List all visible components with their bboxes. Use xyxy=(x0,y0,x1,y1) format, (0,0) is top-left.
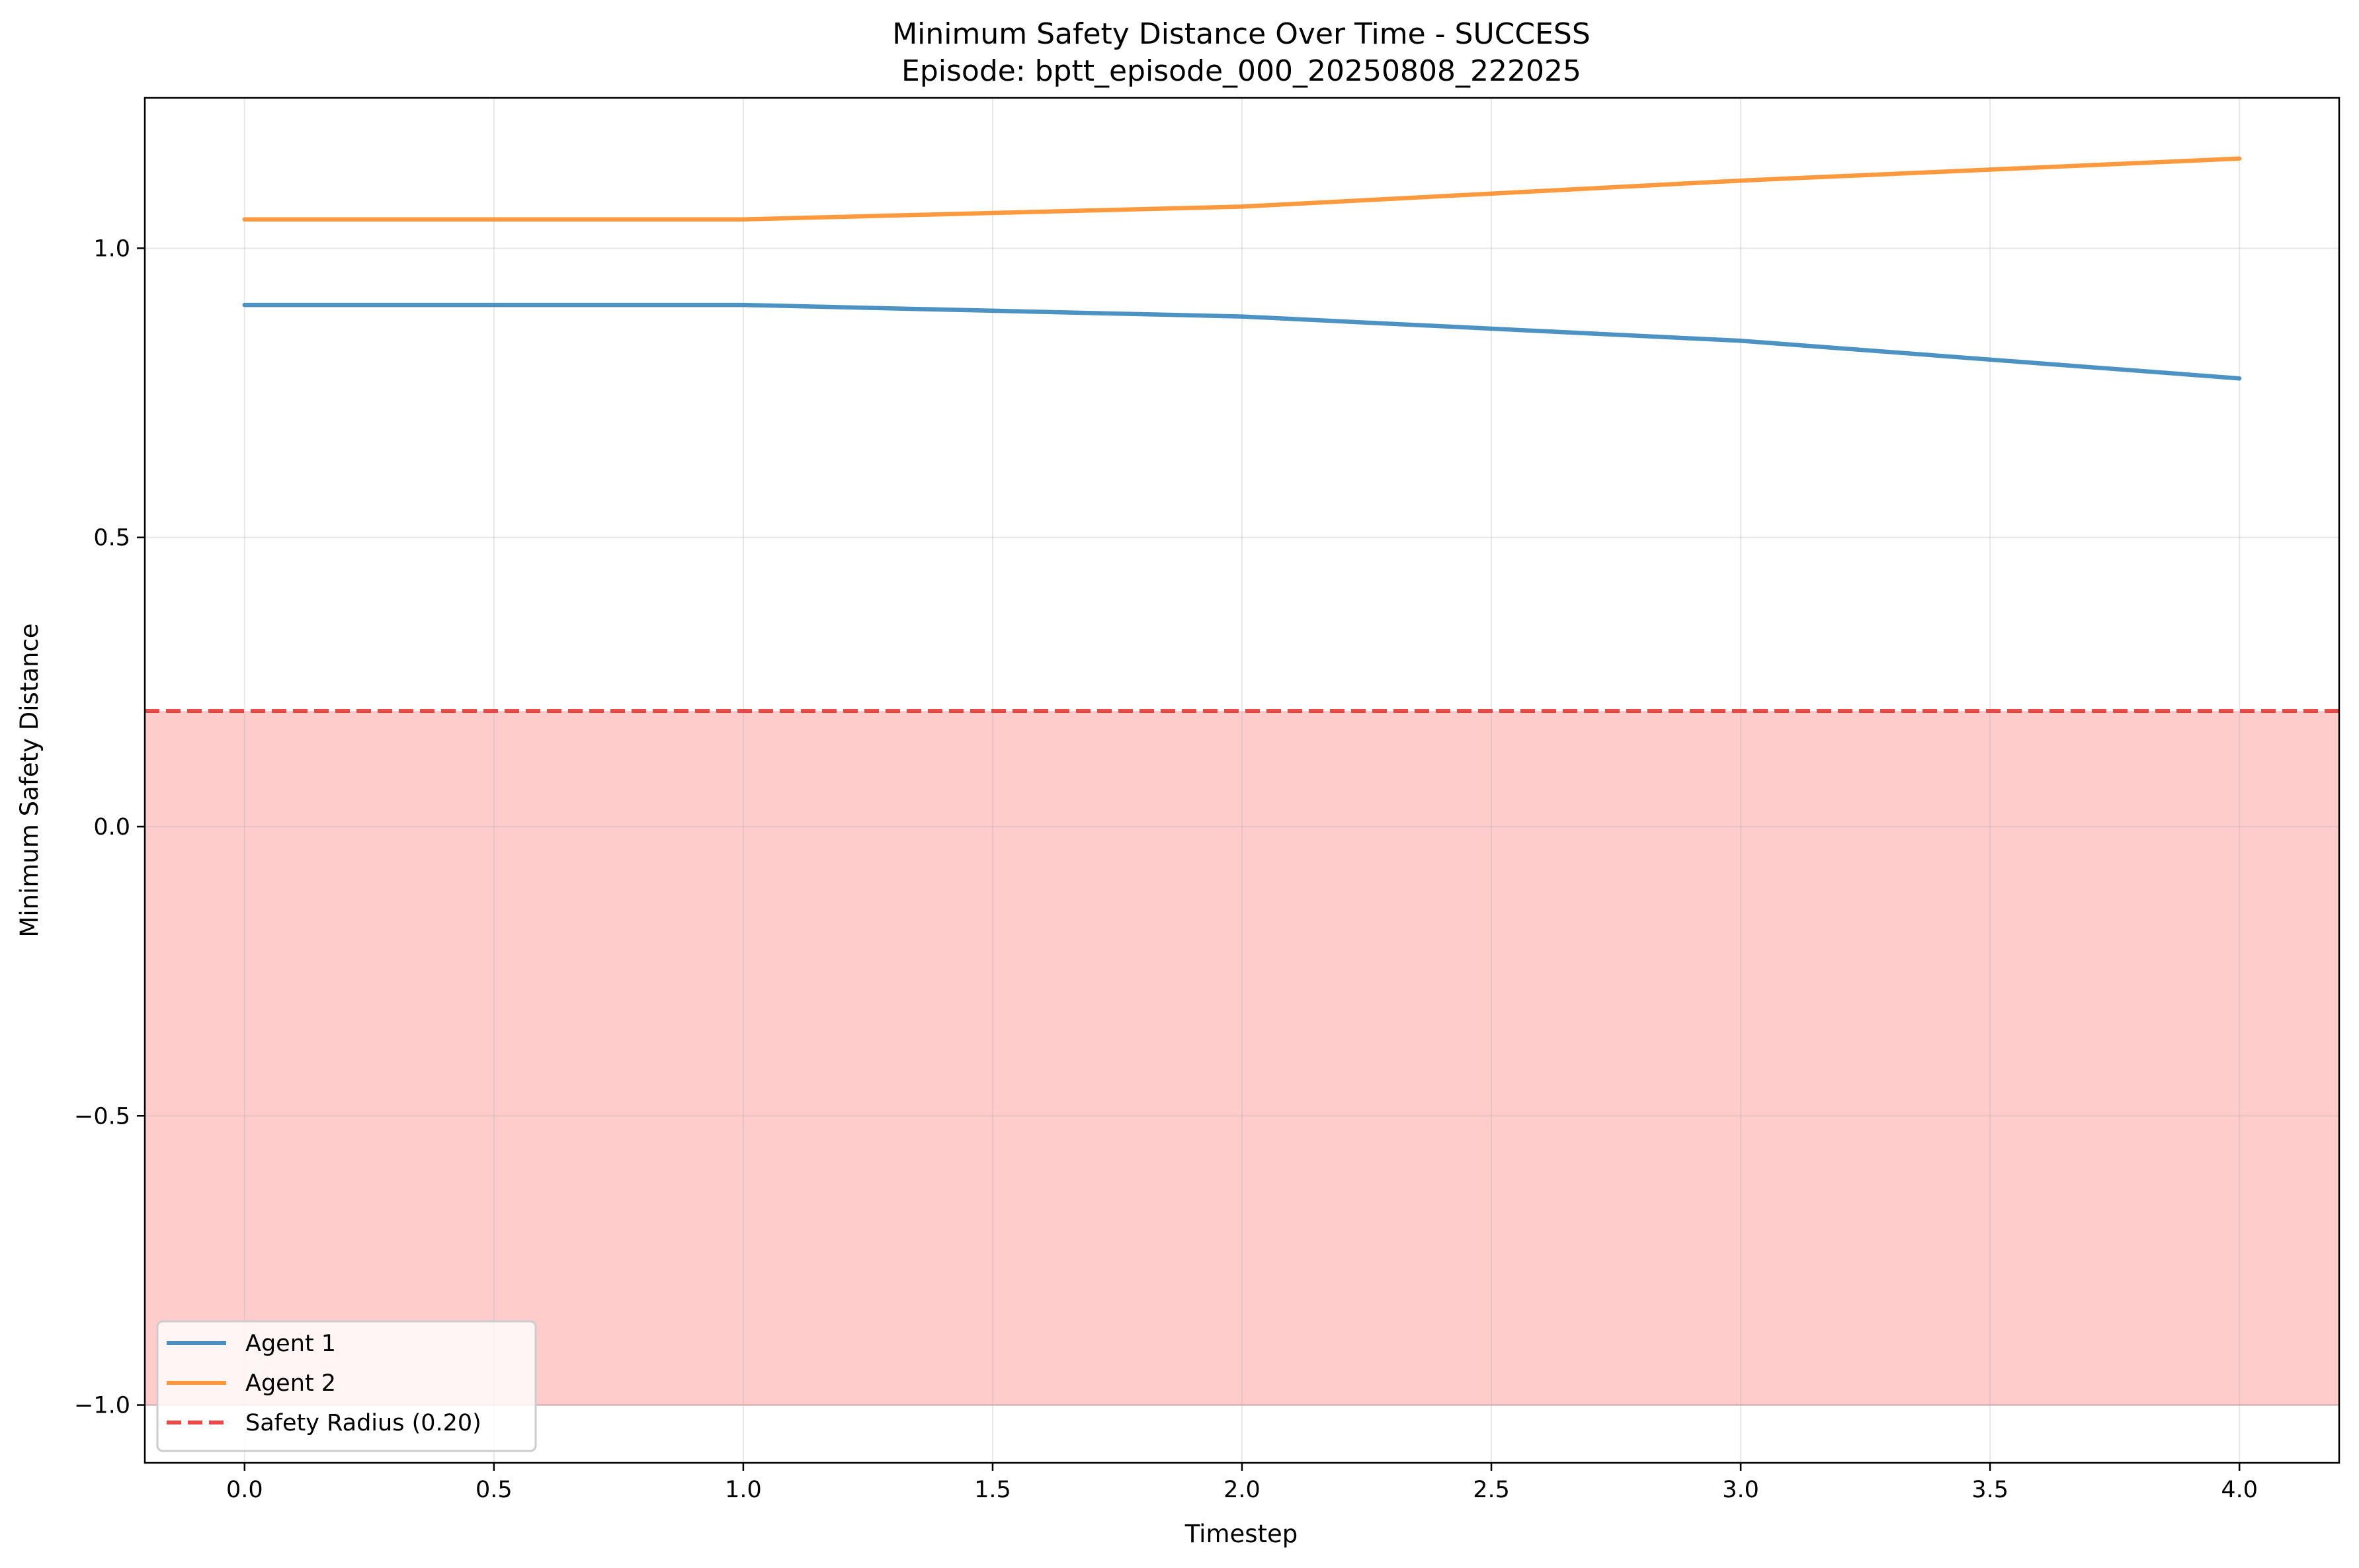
x-tick-label: 2.5 xyxy=(1473,1477,1510,1503)
legend-box xyxy=(156,1320,537,1452)
legend: Agent 1 Agent 2 Safety Radius (0.20) xyxy=(156,1320,537,1452)
series-line-agent-1 xyxy=(242,302,2242,381)
x-axis-label: Timestep xyxy=(1184,1520,1298,1548)
series-line-agent-2 xyxy=(242,156,2242,222)
x-tick-label: 0.0 xyxy=(226,1477,263,1503)
x-tick-label: 1.5 xyxy=(974,1477,1011,1503)
chart-title: Minimum Safety Distance Over Time - SUCC… xyxy=(892,17,1591,51)
y-tick-label: 0.5 xyxy=(93,525,130,552)
legend-label-agent-2: Agent 2 xyxy=(245,1370,336,1397)
y-tick-label: −1.0 xyxy=(74,1393,130,1419)
x-tick-label: 0.5 xyxy=(476,1477,513,1503)
x-tick-label: 1.0 xyxy=(725,1477,762,1503)
y-axis-label: Minimum Safety Distance xyxy=(15,623,44,937)
y-tick-label: −0.5 xyxy=(74,1103,130,1130)
y-tick-label: 0.0 xyxy=(93,814,130,841)
chart-subtitle: Episode: bptt_episode_000_20250808_22202… xyxy=(901,54,1581,88)
x-tick-label: 4.0 xyxy=(2221,1477,2258,1503)
x-tick-label: 3.0 xyxy=(1722,1477,1759,1503)
unsafe-region xyxy=(145,711,2339,1405)
x-tick-label: 2.0 xyxy=(1223,1477,1261,1503)
x-tick-label: 3.5 xyxy=(1971,1477,2008,1503)
y-tick-label: 1.0 xyxy=(93,235,130,262)
legend-label-safety-radius: Safety Radius (0.20) xyxy=(245,1410,481,1436)
plot-area: 0.0 0.5 1.0 1.5 2.0 2.5 3.0 3.5 4.0 1.0 0.5 0.0 −0.5… xyxy=(74,97,2340,1503)
legend-label-agent-1: Agent 1 xyxy=(245,1331,336,1357)
